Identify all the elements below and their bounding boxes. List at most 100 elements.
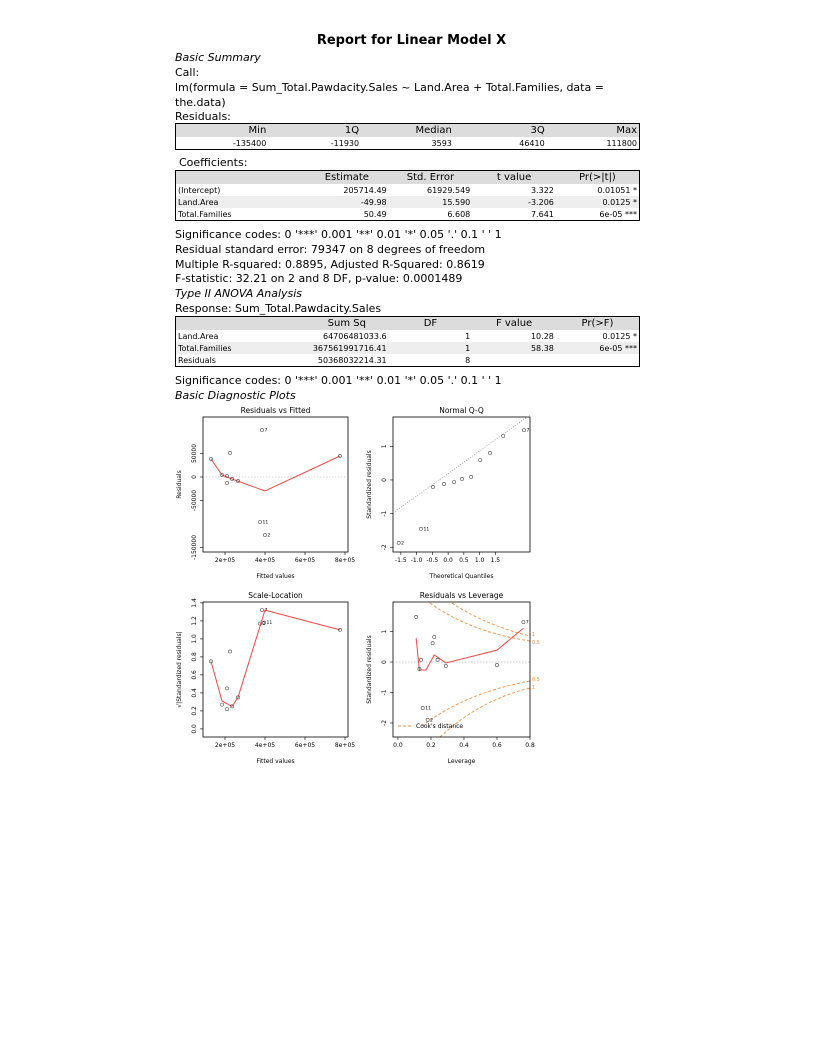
data-point	[495, 663, 499, 667]
plot-frame	[392, 601, 531, 738]
point-label: 11	[263, 519, 269, 525]
y-axis-label: Standardized residuals	[366, 450, 373, 518]
data-point	[478, 458, 483, 462]
x-tick-label: -1.5	[395, 557, 407, 564]
header-cell: 1Q	[268, 123, 362, 137]
report-title: Report for Linear Model X	[316, 33, 507, 48]
data-point	[209, 659, 213, 664]
data-point	[425, 718, 430, 722]
x-axis-label: Fitted values	[256, 573, 294, 580]
text-line: Significance codes: 0 '***' 0.001 '**' 0…	[175, 374, 502, 387]
cook-label: 1	[532, 632, 535, 638]
x-tick-label: 2e+05	[215, 557, 235, 564]
table-cell: 111800	[606, 138, 637, 148]
point-label: 7	[526, 620, 529, 626]
header-cell	[175, 316, 305, 330]
cook-curve	[451, 602, 531, 637]
legend-label: Cook's distance	[416, 723, 463, 730]
y-tick-label: 1.4	[191, 598, 198, 608]
table-cell: -49.98	[305, 196, 389, 208]
data-point	[262, 620, 266, 625]
data-point	[236, 479, 240, 483]
x-tick-label: 8e+05	[335, 557, 355, 564]
table-row: Total.Families 50.49 6.608 7.641 6e-05 ***	[176, 208, 640, 221]
data-point	[338, 454, 342, 458]
y-tick-label: 0.0	[191, 724, 198, 734]
x-tick-label: 0.8	[525, 742, 535, 749]
smooth-line	[210, 455, 341, 492]
point-label: 11	[425, 706, 431, 712]
point-label: 7	[527, 428, 530, 434]
y-tick-label: 0	[381, 478, 388, 482]
text-line: Multiple R-squared: 0.8895, Adjusted R-S…	[175, 258, 485, 271]
x-axis-label: Fitted values	[256, 758, 294, 765]
cook-curve	[429, 602, 531, 642]
cook-label: 0.5	[532, 677, 540, 683]
table-cell: (Intercept)	[178, 185, 221, 195]
header-row: Estimate Std. Error t value Pr(>|t|)	[175, 170, 640, 184]
data-point	[443, 664, 448, 668]
x-tick-label: 0.5	[459, 557, 469, 564]
y-tick-label: 50000	[191, 444, 198, 463]
table-cell: 0.0125 *	[602, 331, 637, 341]
point-label: 2	[263, 621, 266, 627]
data-point	[220, 702, 224, 707]
table-cell: Land.Area	[178, 331, 219, 341]
header-cell: Estimate	[305, 170, 389, 184]
header-cell: Sum Sq	[305, 316, 389, 330]
label: Coefficients:	[179, 156, 248, 169]
data-point	[260, 428, 264, 432]
table-cell: 50368032214.31	[317, 355, 387, 365]
table-cell: 61929.549	[426, 185, 471, 195]
cook-label: 0.5	[532, 640, 540, 646]
header-cell: Pr(>F)	[555, 316, 640, 330]
point-label: 11	[267, 620, 273, 626]
header-cell: Median	[361, 123, 454, 137]
point-label: 2	[430, 717, 433, 723]
data-point	[430, 641, 435, 646]
table-cell: 205714.49	[343, 185, 387, 195]
reference-line	[392, 414, 531, 514]
header-cell	[175, 170, 305, 184]
x-tick-label: 0.4	[459, 742, 469, 749]
table-cell: Total.Families	[175, 342, 305, 354]
table-row: Land.Area -49.98 15.590 -3.206 0.0125 *	[175, 196, 640, 208]
data-point	[258, 520, 262, 524]
cook-curve	[439, 687, 531, 738]
x-tick-label: 8e+05	[335, 742, 355, 749]
smooth-line	[415, 627, 524, 671]
table-row: Residuals 50368032214.31 8	[176, 354, 640, 367]
table-row: (Intercept) 205714.49 61929.549 3.322 0.0105…	[176, 184, 640, 196]
table-cell: 58.38	[472, 342, 556, 354]
table-cell: 6e-05 ***	[599, 209, 637, 219]
y-tick-label: 1.2	[191, 616, 198, 626]
section-heading: Basic Diagnostic Plots	[175, 389, 296, 402]
x-tick-label: 0.0	[443, 557, 453, 564]
table-cell	[556, 354, 640, 367]
data-point	[263, 533, 267, 537]
table-cell: -135400	[232, 138, 267, 148]
header-cell: DF	[388, 316, 473, 330]
data-point	[225, 707, 229, 712]
data-point	[488, 451, 492, 455]
x-tick-label: 0.6	[492, 742, 502, 749]
data-point	[431, 485, 435, 489]
table-cell: 3.322	[530, 185, 554, 195]
y-axis-label: √|Standardized residuals|	[176, 631, 183, 707]
table-cell: 64706481033.6	[323, 331, 387, 341]
data-point	[228, 649, 232, 654]
label: Residuals:	[175, 110, 231, 123]
table-cell: 10.28	[530, 331, 554, 341]
table-cell: 6e-05 ***	[555, 342, 640, 354]
y-tick-label: 0.6	[191, 670, 198, 680]
data-point	[230, 704, 234, 709]
y-tick-label: 0.4	[191, 688, 198, 698]
data-point	[432, 635, 437, 639]
header-cell: 3Q	[453, 123, 547, 137]
y-tick-label: 0	[381, 660, 388, 664]
data-point	[419, 658, 423, 662]
y-tick-label: 1	[381, 444, 388, 448]
y-tick-label: 0	[191, 475, 198, 479]
label: Call:	[175, 66, 200, 79]
plot-title: Scale-Location	[248, 591, 303, 600]
